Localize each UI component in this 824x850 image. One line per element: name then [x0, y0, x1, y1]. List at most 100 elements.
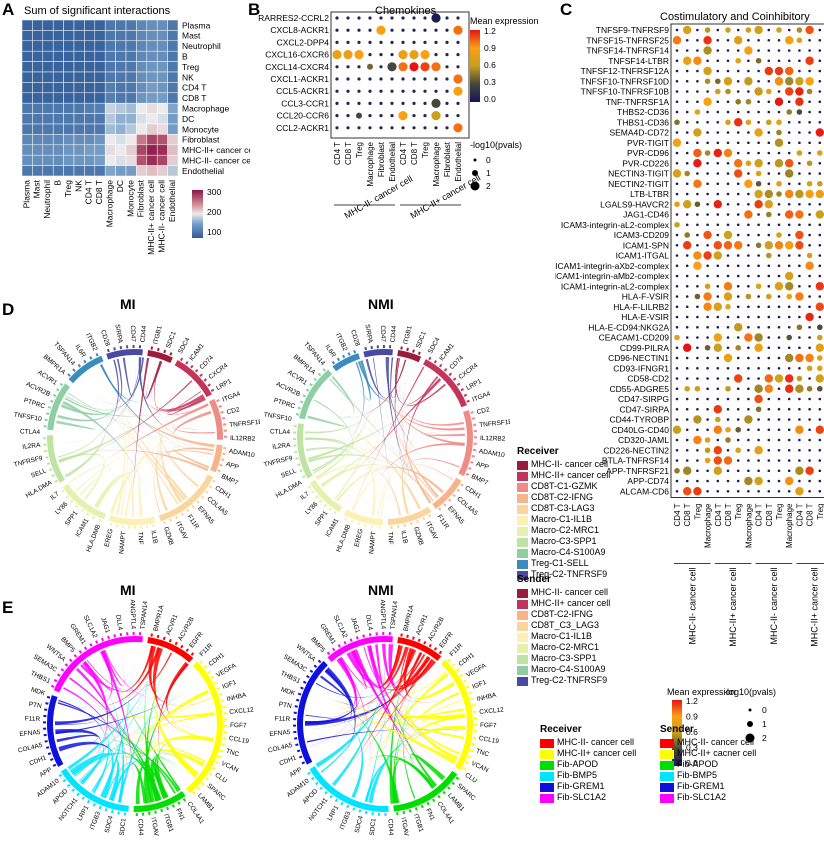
- sector-tick: [323, 503, 328, 508]
- heatmap-cell: [52, 144, 64, 156]
- sector-tick: [353, 349, 357, 354]
- legend-swatch: [517, 654, 528, 664]
- gene-label: COL4A1: [436, 801, 456, 826]
- dot-point: [787, 28, 791, 32]
- heatmap-cell: [156, 154, 168, 166]
- dot-point: [675, 284, 679, 288]
- size-legend-dot: [470, 181, 480, 191]
- dot-point: [815, 128, 824, 137]
- dot-point: [379, 65, 383, 69]
- sector-tick: [46, 462, 51, 466]
- plot-frame: [670, 23, 824, 498]
- legend-swatch: [517, 570, 528, 580]
- gene-label: ITGAV: [174, 521, 189, 542]
- heatmap-cell: [42, 19, 54, 31]
- dot-point: [735, 426, 741, 433]
- dot-point: [805, 312, 814, 322]
- legend-item: Macro-C1-IL1B: [517, 631, 610, 643]
- dot-point: [696, 315, 699, 319]
- dot-point: [401, 77, 405, 81]
- sector-tick: [95, 640, 99, 644]
- sector-tick: [400, 346, 403, 350]
- legend-item: Macro-C1-IL1B: [517, 514, 610, 526]
- col-label: CD4 T: [714, 503, 723, 526]
- heatmap-cell: [63, 92, 75, 104]
- row-label: PVR-TIGIT: [627, 138, 669, 148]
- gene-label: F11R: [275, 716, 291, 723]
- panel-b-title: Chemokines: [375, 5, 437, 17]
- sector-tick: [459, 673, 464, 678]
- gene-label: TNFRSF1B: [479, 419, 510, 429]
- dot-point: [453, 86, 463, 96]
- group-label: MHC-II- cancer cell: [769, 568, 779, 645]
- colorbar-tick: 0.6: [686, 727, 698, 737]
- gene-label: BMPR1A: [152, 604, 165, 632]
- legend-title: Mean expression: [667, 687, 736, 697]
- heatmap-cell: [94, 123, 106, 135]
- dot-point: [766, 119, 772, 126]
- dot-point: [685, 315, 689, 319]
- sector-tick: [422, 516, 426, 521]
- dot-point: [706, 192, 709, 196]
- chord-link: [307, 415, 347, 428]
- sector-tick: [438, 507, 442, 511]
- dot-point: [736, 387, 740, 391]
- heatmap-cell: [136, 102, 148, 114]
- gene-label: ITGB1: [412, 813, 425, 833]
- dot-point: [757, 100, 760, 104]
- legend-swatch: [517, 548, 528, 558]
- legend-label: Macro-C4-S100A9: [531, 547, 606, 558]
- sector-tick: [58, 773, 63, 778]
- sector-tick: [468, 466, 472, 470]
- dot-point: [787, 254, 791, 257]
- dot-point: [735, 57, 741, 64]
- sector-tick: [190, 364, 194, 369]
- dot-point: [390, 89, 394, 93]
- chord-link: [311, 693, 465, 720]
- col-label: Macrophage: [744, 503, 753, 548]
- dot-point: [376, 25, 386, 35]
- dot-point: [736, 264, 740, 268]
- legend-swatch: [517, 537, 528, 547]
- sector-tick: [222, 705, 226, 709]
- dot-point: [726, 407, 730, 411]
- sector-tick: [350, 519, 354, 524]
- dot-point: [434, 53, 438, 57]
- legend-item: MHC-II- cancer cell: [540, 737, 636, 749]
- dot-point: [785, 169, 794, 178]
- heatmap-cell: [146, 61, 158, 73]
- dot-point: [704, 447, 711, 454]
- dot-point: [675, 366, 679, 370]
- col-label: CD4 T: [333, 142, 342, 165]
- gene-label: TNC: [475, 748, 490, 759]
- chord-link: [78, 358, 123, 405]
- sector-tick: [220, 410, 224, 414]
- sector-tick: [412, 636, 415, 640]
- dot-point: [675, 346, 679, 350]
- legend-item: Fib-GREM1: [660, 781, 756, 793]
- sector-tick: [443, 368, 448, 372]
- chord-sector: [309, 766, 389, 812]
- dot-point: [685, 356, 689, 360]
- chord-link: [351, 646, 404, 687]
- dot-point: [798, 346, 801, 350]
- row-label: CD58-CD2: [627, 374, 669, 384]
- dot-point: [398, 50, 408, 60]
- gene-label: ACVR1: [286, 369, 308, 387]
- sector-tick: [177, 801, 181, 805]
- dot-point: [818, 459, 822, 462]
- size-legend-title: -log10(pvals): [724, 687, 776, 697]
- dot-point: [787, 131, 791, 134]
- legend-d-sender-title: Sender: [517, 574, 551, 585]
- col-label: Treg: [734, 504, 743, 520]
- gene-label: CXCL12: [229, 706, 255, 716]
- col-label: CD4 T: [84, 180, 94, 204]
- legend-label: MHC-II+ cancer cell: [531, 598, 611, 609]
- dot-point: [716, 172, 720, 175]
- sector-tick: [319, 499, 323, 503]
- dot-point: [734, 323, 743, 332]
- dot-point: [777, 172, 781, 175]
- dot-point: [767, 325, 771, 329]
- row-label: CXCL8-ACKR1: [270, 25, 329, 35]
- sector-tick: [86, 799, 91, 804]
